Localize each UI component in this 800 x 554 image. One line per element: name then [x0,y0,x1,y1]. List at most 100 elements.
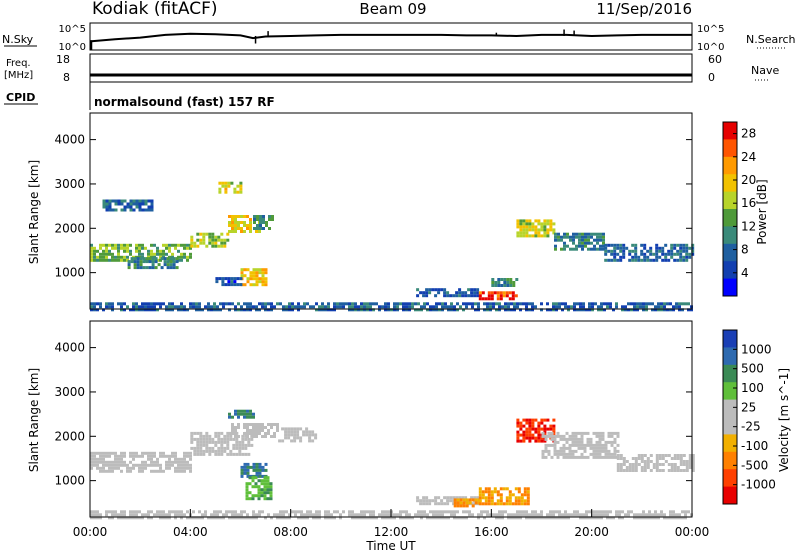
colorbar-swatch [723,382,737,401]
heat-cell [276,426,279,429]
heat-cell [99,255,102,259]
heat-cell [528,234,532,238]
heat-cell [519,510,522,514]
heat-cell [261,271,265,275]
heat-cell [561,308,564,312]
heat-cell [670,252,674,256]
heat-cell [484,496,488,500]
heat-cell [494,281,498,284]
heat-cell [217,434,221,438]
heat-cell [492,302,495,306]
nsky-tick-top-right: 10^5 [697,24,724,35]
heat-cell [120,243,123,247]
heat-cell [511,297,515,301]
heat-cell [497,278,501,281]
heat-cell [634,460,638,463]
heat-cell [474,302,477,306]
colorbar-swatch [723,347,737,366]
heat-cell [132,463,135,467]
heat-cell [285,308,288,312]
heat-cell [558,510,561,514]
heat-cell [553,446,557,450]
heat-cell [576,510,579,514]
heat-cell [205,446,209,450]
heat-cell [499,294,503,298]
heat-cell [204,513,207,517]
heat-cell [189,457,192,461]
heat-cell [105,451,108,455]
heat-cell [558,516,561,520]
heat-cell [519,234,523,238]
heat-cell [234,308,237,312]
heat-cell [147,302,150,306]
heat-cell [456,516,459,520]
heat-cell [663,305,666,309]
heat-cell [327,305,330,309]
heat-cell [592,455,596,459]
heat-cell [190,238,194,242]
heat-cell [531,225,535,229]
heat-cell [111,302,114,306]
heat-cell [232,446,236,450]
heat-cell [492,305,495,309]
heat-cell [132,199,136,203]
heat-cell [302,430,306,434]
heat-cell [596,241,599,245]
heat-cell [111,246,114,250]
heat-cell [120,199,124,203]
heat-cell [186,460,189,464]
heat-cell [470,288,474,292]
heat-cell [428,288,432,292]
heat-cell [682,469,686,472]
heat-cell [679,463,683,466]
heat-cell [214,235,218,239]
heat-cell [556,452,560,456]
heat-cell [102,258,105,262]
heat-cell [138,466,141,470]
heat-cell [123,463,126,467]
heat-cell [254,494,258,498]
heat-cell [234,305,237,309]
heat-cell [631,258,635,262]
colorbar-frame [722,329,738,505]
heat-cell [588,516,591,520]
heat-cell [516,421,520,425]
heat-cell [297,302,300,306]
heat-cell [648,516,651,520]
heat-cell [243,274,247,278]
x-tick-label: 00:00 [73,525,108,539]
heat-cell [499,496,503,500]
heat-cell [619,466,623,469]
heat-cell [258,302,261,306]
velocity-colorbar-title-text: Velocity [m s^-1] [777,368,791,472]
heat-cell [315,510,318,514]
heat-cell [279,510,282,514]
heat-cell [311,439,315,443]
heat-cell [631,457,635,460]
heat-cell [339,513,342,517]
heat-cell [437,502,441,506]
heat-cell [657,308,660,312]
heat-cell [150,469,153,473]
heat-cell [546,513,549,517]
heat-cell [565,437,569,441]
heat-cell [422,496,426,500]
heat-cell [508,499,512,503]
heat-cell [502,291,506,295]
heat-cell [174,454,177,458]
heat-cell [558,305,561,309]
heat-cell [249,465,253,469]
heat-cell [228,415,231,419]
heat-cell [657,302,660,306]
heat-cell [453,516,456,520]
heat-cell [237,409,240,413]
heat-cell [522,430,526,434]
heat-cell [351,305,354,309]
heat-cell [393,305,396,309]
heat-cell [129,466,132,470]
heat-cell [558,513,561,517]
heat-cell [593,244,596,248]
heat-cell [489,513,492,517]
heat-cell [580,440,584,444]
